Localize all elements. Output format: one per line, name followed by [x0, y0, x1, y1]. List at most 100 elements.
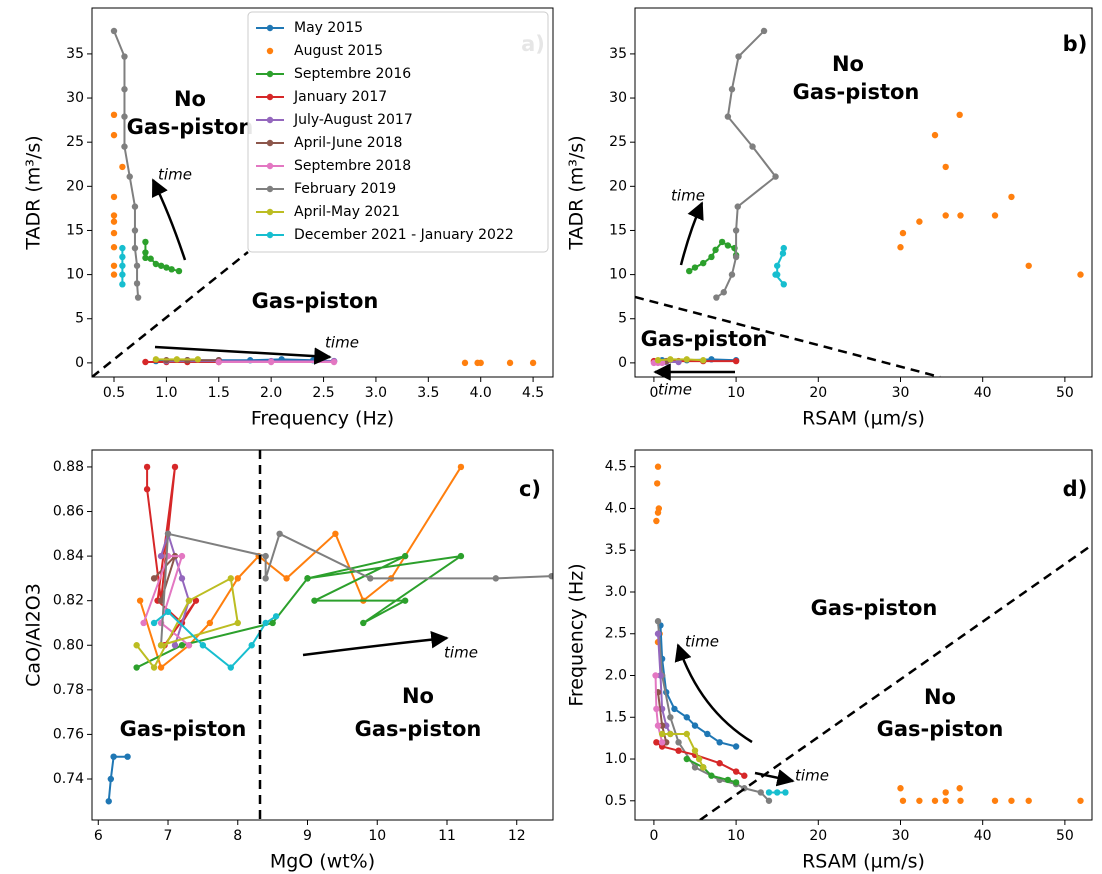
- data-point: [732, 227, 740, 234]
- data-point: [178, 552, 186, 560]
- data-point: [267, 358, 275, 366]
- legend-label: April-May 2021: [294, 204, 400, 220]
- data-point: [401, 597, 409, 604]
- data-point: [168, 266, 175, 273]
- data-point: [654, 630, 662, 637]
- data-point: [119, 253, 126, 261]
- data-point: [133, 642, 140, 649]
- annotation: time: [325, 334, 359, 352]
- data-point: [667, 714, 674, 721]
- data-point: [897, 244, 904, 251]
- y-tick-label: 20: [609, 178, 627, 194]
- data-point: [749, 143, 756, 150]
- data-point: [1008, 193, 1015, 201]
- data-point: [119, 271, 126, 278]
- data-point: [150, 575, 158, 582]
- data-point: [653, 739, 660, 746]
- data-point: [956, 785, 963, 792]
- data-point: [157, 597, 165, 604]
- y-tick-label: 35: [609, 46, 627, 62]
- data-point: [121, 53, 128, 60]
- data-point: [691, 722, 699, 729]
- data-point: [131, 203, 139, 210]
- data-point: [765, 789, 773, 796]
- x-tick-label: 30: [892, 385, 910, 401]
- legend-box: [247, 11, 549, 253]
- data-point: [942, 797, 949, 804]
- x-tick-label: 11: [438, 828, 456, 844]
- data-point: [121, 143, 128, 150]
- data-point: [957, 797, 964, 804]
- panel: 6 7 8 9 10 11 12 0.74 0.76 0.78 0.80 0.82 0.84 0.86 0.…: [23, 449, 554, 873]
- legend-marker: [266, 185, 274, 193]
- data-point: [716, 739, 723, 746]
- data-point: [136, 597, 144, 604]
- data-point: [147, 255, 154, 262]
- x-tick-label: 20: [809, 828, 827, 844]
- time-arrow: [674, 643, 753, 744]
- x-tick-label: 1.5: [208, 385, 230, 401]
- data-point: [110, 271, 118, 278]
- y-tick-label: 25: [66, 134, 84, 150]
- x-axis-label: MgO (wt%): [270, 851, 375, 873]
- x-tick-label: 20: [809, 385, 827, 401]
- data-point: [652, 672, 659, 679]
- annotation: time: [685, 633, 719, 651]
- x-tick-label: 8: [233, 828, 242, 844]
- data-point: [178, 575, 186, 582]
- data-point: [691, 747, 699, 754]
- x-tick-label: 2.0: [260, 385, 282, 401]
- data-point: [332, 530, 339, 538]
- x-axis-label: RSAM (µm/s): [802, 408, 925, 430]
- legend-marker: [266, 139, 274, 147]
- data-point: [401, 552, 409, 560]
- data-point: [956, 111, 963, 119]
- time-arrow: [151, 178, 187, 261]
- legend-marker: [266, 70, 274, 78]
- data-point: [131, 227, 139, 234]
- data-point: [110, 212, 118, 219]
- data-point: [131, 244, 139, 252]
- annotation: Gas-piston: [120, 717, 247, 741]
- regime-boundary: [699, 543, 1092, 820]
- x-tick-label: 10: [368, 828, 386, 844]
- data-point: [110, 262, 118, 269]
- y-axis-label: TADR (m³/s): [566, 135, 588, 250]
- y-tick-label: 25: [609, 134, 627, 150]
- data-point: [931, 797, 939, 804]
- data-point: [716, 760, 723, 767]
- data-point: [773, 271, 781, 278]
- time-arrow: [754, 769, 795, 787]
- data-point: [262, 552, 269, 560]
- data-point: [185, 642, 193, 649]
- data-point: [782, 789, 789, 796]
- data-point: [718, 238, 726, 246]
- data-point: [150, 664, 158, 671]
- data-point: [157, 642, 165, 649]
- data-point: [897, 785, 904, 792]
- data-point: [732, 779, 740, 786]
- y-axis-label: CaO/Al2O3: [23, 583, 45, 687]
- annotation: Gas-piston: [641, 327, 768, 351]
- data-point: [712, 246, 719, 254]
- legend-label: July-August 2017: [293, 112, 413, 128]
- data-point: [728, 86, 736, 93]
- time-arrow: [154, 345, 332, 365]
- x-tick-label: 40: [974, 828, 992, 844]
- legend-label: August 2015: [294, 43, 383, 59]
- plot-area: [92, 27, 537, 377]
- data-point: [506, 359, 514, 367]
- data-point: [779, 250, 787, 257]
- x-tick-label: 4.5: [522, 385, 544, 401]
- data-point: [173, 356, 181, 363]
- data-point: [269, 619, 276, 627]
- data-point: [142, 238, 149, 246]
- data-point: [134, 294, 142, 301]
- legend-marker: [266, 93, 274, 101]
- annotation: b): [1063, 32, 1088, 56]
- y-tick-label: 15: [66, 222, 84, 238]
- data-point: [133, 280, 141, 287]
- y-tick-label: 30: [609, 90, 627, 106]
- annotation: time: [658, 381, 692, 399]
- annotation: No: [924, 685, 956, 709]
